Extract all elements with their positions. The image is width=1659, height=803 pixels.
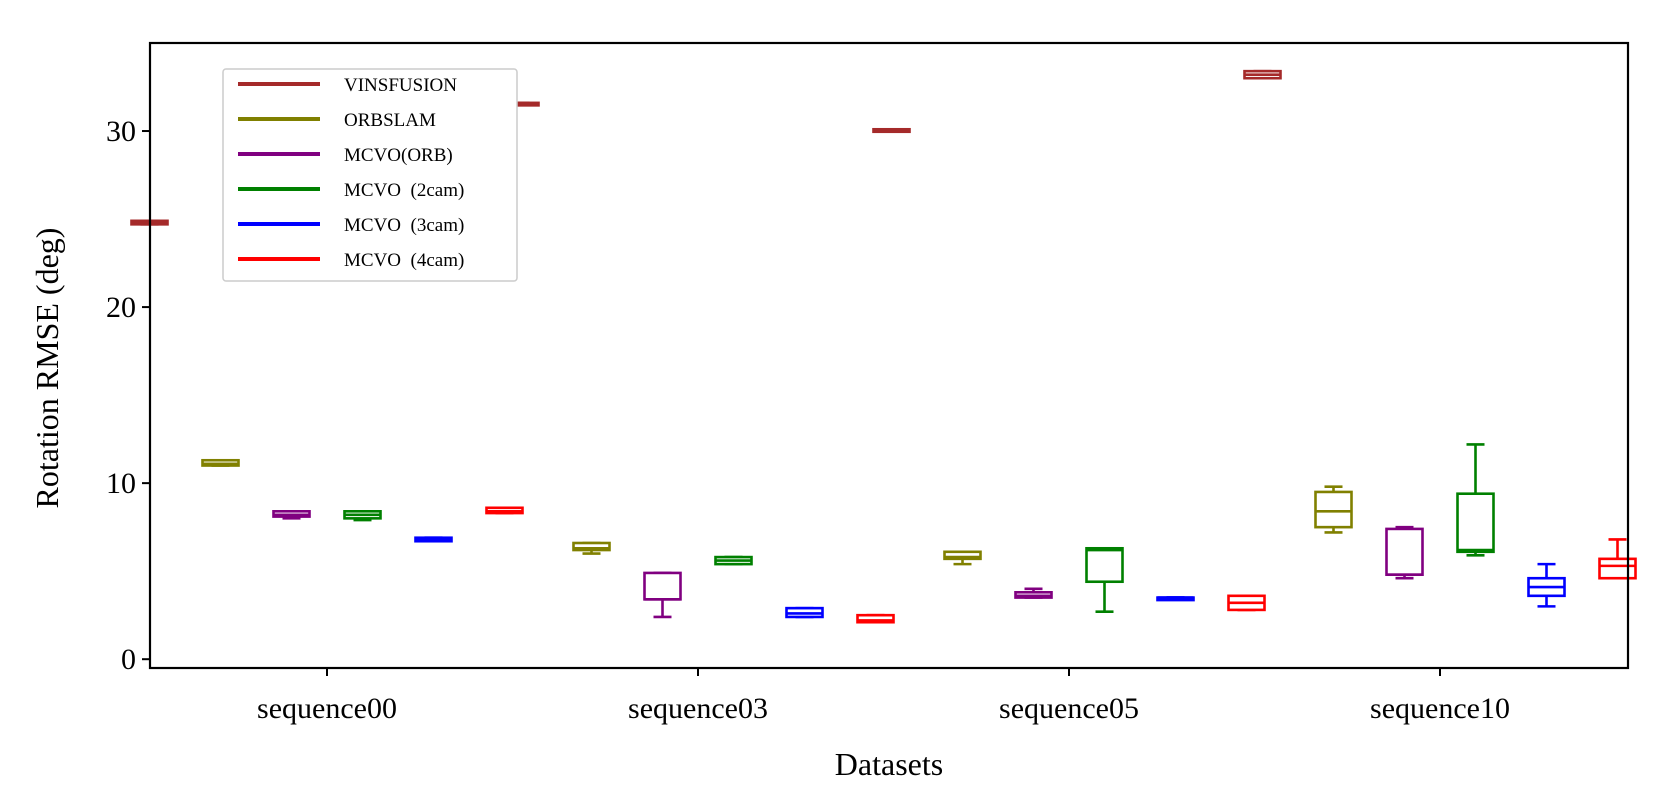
box-mcvo-orb--sequence03 [643,571,682,619]
box-mcvo-3cam--sequence00 [414,536,453,543]
box-orbslam-sequence03 [572,541,611,555]
box-vinsfusion-sequence10 [1243,69,1282,80]
box-iqr [856,613,895,624]
legend-label: ORBSLAM [344,110,436,131]
box-mcvo-orb--sequence05 [1014,587,1053,599]
y-tick-label: 0 [121,643,136,676]
box-mcvo-3cam--sequence03 [785,606,824,619]
box-mcvo-4cam--sequence10 [1598,538,1637,580]
box-iqr [1314,490,1353,529]
legend-label: VINSFUSION [344,75,457,96]
y-tick-label: 10 [106,467,136,500]
box-iqr [1456,492,1495,554]
y-tick-label: 20 [106,291,136,324]
y-tick-label: 30 [106,115,136,148]
box-iqr [943,550,982,561]
box-mcvo-4cam--sequence00 [485,506,524,515]
box-mcvo-2cam--sequence10 [1456,443,1495,557]
legend: VINSFUSION ORBSLAM MCVO(ORB) MCVO (2cam) MCV… [222,68,518,282]
box-mcvo-2cam--sequence03 [714,555,753,566]
x-tick-label: sequence00 [257,692,397,725]
legend-label: MCVO (3cam) [344,215,464,236]
legend-label: MCVO (2cam) [344,180,464,201]
box-mcvo-2cam--sequence00 [343,510,382,522]
y-axis-label: Rotation RMSE (deg) [29,228,65,509]
box-iqr [1085,546,1124,584]
legend-label: MCVO (4cam) [344,250,464,271]
box-mcvo-orb--sequence10 [1385,525,1424,580]
box-mcvo-2cam--sequence05 [1085,546,1124,613]
legend-label: MCVO(ORB) [344,145,453,166]
x-tick-label: sequence10 [1370,692,1510,725]
y-axis: 0 10 20 30 [106,115,150,676]
legend-frame [222,68,518,282]
box-vinsfusion-sequence05 [872,127,911,134]
x-tick-label: sequence05 [999,692,1139,725]
box-mcvo-3cam--sequence10 [1527,562,1566,608]
box-orbslam-sequence00 [201,458,240,467]
box-mcvo-orb--sequence00 [272,510,311,520]
box-iqr [572,541,611,552]
plot-frame [148,41,1630,670]
box-orbslam-sequence05 [943,550,982,566]
box-iqr [1598,557,1637,580]
box-orbslam-sequence10 [1314,485,1353,534]
box-mcvo-4cam--sequence03 [856,613,895,624]
box-iqr [643,571,682,601]
box-mcvo-4cam--sequence05 [1227,594,1266,612]
box-iqr [1385,527,1424,576]
x-axis: sequence00 sequence03 sequence05 sequence10 [257,668,1510,725]
box-mcvo-3cam--sequence05 [1156,596,1195,602]
x-axis-label: Datasets [835,746,943,782]
x-tick-label: sequence03 [628,692,768,725]
